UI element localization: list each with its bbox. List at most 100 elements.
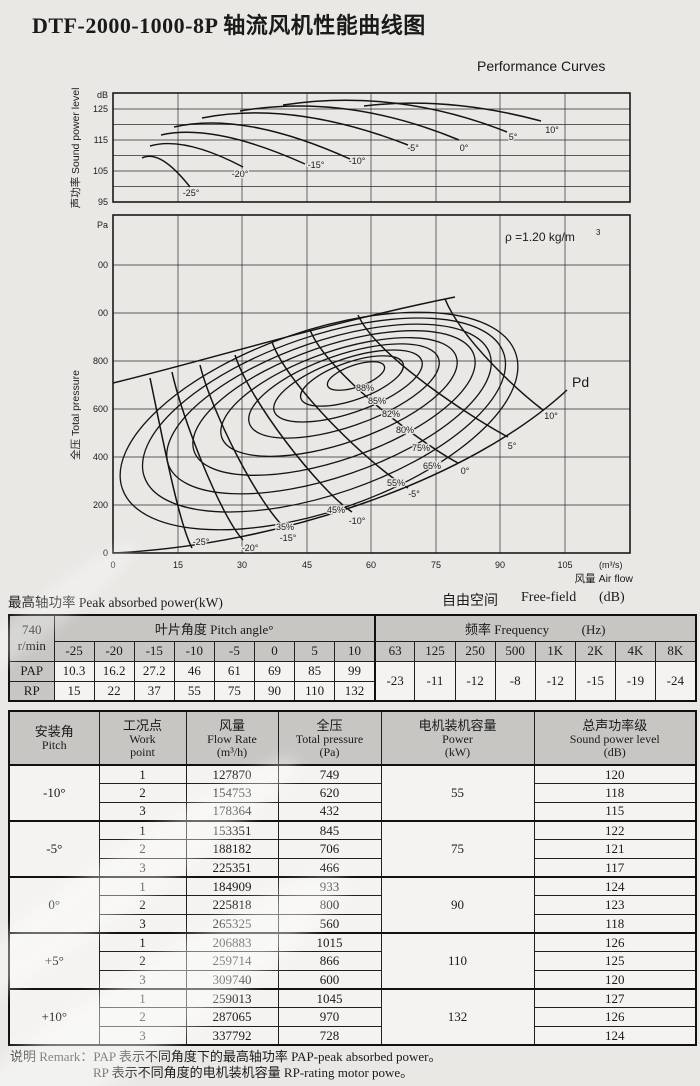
curve-label: 10° [545, 125, 559, 135]
efficiency-label: 45% [327, 505, 345, 515]
spl-cell: 118 [533, 914, 697, 934]
flow-cell: 188182 [185, 839, 279, 859]
remark-line-1: 说明 Remark：PAP 表示不同角度下的最高轴功率 PAP-peak abs… [10, 1049, 442, 1064]
spl-cell: 124 [533, 876, 697, 897]
curve-label: -15° [308, 160, 325, 170]
flow-cell: 206883 [185, 932, 279, 953]
table-row: 3 178364 432 115 [9, 801, 697, 822]
power-cell: 90 [380, 876, 535, 934]
work-point-cell: 2 [98, 951, 187, 972]
table-row: 3 309740 600 120 [9, 970, 697, 990]
freq-value: -19 [614, 660, 656, 702]
y-tick: 125 [93, 104, 108, 114]
x-tick: 0 [110, 560, 115, 570]
table-row: -5° 1 153351 845 75 122 [8, 820, 697, 878]
flow-cell: 127870 [185, 764, 279, 785]
power-cell: 132 [380, 988, 535, 1046]
speed-corner-cell: 740 r/min [8, 614, 55, 662]
pitch-cell: +10° [8, 988, 100, 1046]
curve-label: -10° [349, 156, 366, 166]
rp-value: 37 [133, 680, 175, 702]
work-point-cell: 2 [98, 1007, 187, 1028]
header-spl-unit: (dB) [603, 744, 626, 759]
pitch-col: -20 [93, 640, 135, 662]
header-spl-en: Sound power level [569, 731, 660, 746]
rp-row-label: RP [8, 680, 55, 702]
page-title: DTF-2000-1000-8P 轴流风机性能曲线图 [32, 13, 426, 38]
pitch-label: -20° [242, 543, 259, 553]
remark: 说明 Remark：PAP 表示不同角度下的最高轴功率 PAP-peak abs… [10, 1049, 442, 1081]
freq-value: -12 [454, 660, 496, 702]
pressure-cell: 432 [277, 801, 382, 822]
header-wp-en2: point [130, 744, 155, 759]
x-tick: 90 [495, 560, 505, 570]
sound-power-curves [141, 99, 542, 188]
header-flow-unit: (m³/h) [216, 744, 248, 759]
spl-cell: 124 [533, 1026, 697, 1046]
pressure-cell: 970 [277, 1007, 382, 1028]
spl-cell: 122 [533, 820, 697, 841]
freq-value: -8 [494, 660, 536, 702]
work-point-cell: 1 [98, 876, 187, 897]
freq-value: -11 [414, 660, 456, 702]
flow-cell: 154753 [185, 783, 279, 803]
power-cell: 55 [380, 763, 535, 822]
table-row: 3 225351 466 117 [9, 857, 697, 878]
curve-label: 0° [460, 143, 469, 153]
header-tp-zh: 全压 [316, 717, 343, 733]
pap-value: 69 [253, 660, 296, 682]
flow-cell: 184909 [185, 876, 279, 897]
freq-value: -24 [654, 660, 697, 702]
sound-power-axis-title: 声功率 Sound power level [69, 88, 82, 209]
free-field-caption-en: Free-field [521, 590, 577, 605]
work-point-cell: 3 [98, 914, 187, 934]
pressure-cell: 800 [277, 895, 382, 915]
flow-cell: 225818 [185, 895, 279, 915]
pitch-col: -10 [173, 640, 215, 662]
sound-power-grid [112, 92, 631, 203]
pap-value: 27.2 [133, 660, 175, 682]
efficiency-label: 65% [423, 461, 441, 471]
pitch-label: -15° [280, 533, 297, 543]
flow-cell: 287065 [185, 1007, 279, 1028]
freq-col: 500 [494, 640, 536, 662]
header-wp-zh: 工况点 [122, 717, 162, 733]
pap-value: 46 [173, 660, 215, 682]
flow-cell: 265325 [185, 914, 279, 934]
efficiency-label: 88% [356, 383, 374, 393]
efficiency-label: 75% [412, 443, 430, 453]
rp-value: 55 [173, 680, 215, 702]
spl-cell: 118 [533, 783, 697, 803]
curve-label: -20° [232, 169, 249, 179]
work-point-cell: 3 [98, 801, 187, 822]
sound-power-curve-labels: -25° -20° -15° -10° -5° 0° 5° 10° [181, 124, 560, 200]
pressure-cell: 933 [277, 876, 382, 897]
pap-row-label: PAP [8, 660, 55, 682]
table-row: 2 259714 866 125 [9, 951, 697, 972]
peak-power-frequency-table: 740 r/min 叶片角度 Pitch angle° 频率 Frequency… [8, 614, 697, 702]
y-tick: 00 [98, 308, 108, 318]
table-row: +5° 1 206883 1015 110 126 [8, 932, 697, 990]
free-field-caption-zh: 自由空间 [442, 594, 498, 609]
pressure-cell: 845 [277, 820, 382, 841]
pressure-cell: 620 [277, 783, 382, 803]
spl-cell: 120 [533, 970, 697, 990]
header-pw-zh: 电机装机容量 [418, 717, 497, 733]
pap-value: 16.2 [93, 660, 135, 682]
speed-unit: r/min [17, 638, 46, 654]
freq-col: 125 [414, 640, 456, 662]
efficiency-label: 55% [387, 478, 405, 488]
efficiency-label: 85% [368, 396, 386, 406]
x-tick: 60 [366, 560, 376, 570]
curve-label: 5° [509, 132, 518, 142]
pap-value: 85 [294, 660, 336, 682]
header-tp-unit: (Pa) [319, 744, 340, 759]
x-tick: 75 [431, 560, 441, 570]
header-pitch-zh: 安装角 [34, 724, 74, 739]
dynamic-pressure-curve [113, 389, 568, 553]
pressure-cell: 560 [277, 914, 382, 934]
y-tick: 00 [98, 260, 108, 270]
freq-col: 2K [574, 640, 616, 662]
y-tick: 0 [103, 548, 108, 558]
pitch-label: -25° [193, 537, 210, 547]
